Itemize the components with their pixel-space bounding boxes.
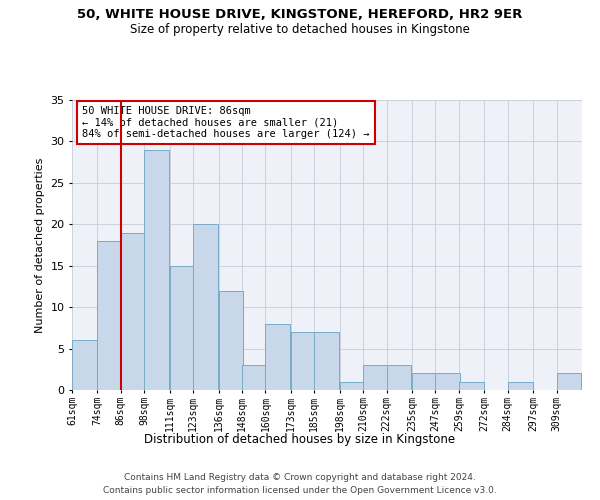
Bar [265, 324, 290, 390]
Y-axis label: Number of detached properties: Number of detached properties [35, 158, 44, 332]
Bar [97, 241, 122, 390]
Bar [386, 365, 412, 390]
Bar [170, 266, 194, 390]
Bar [72, 340, 97, 390]
Bar [218, 290, 244, 390]
Text: Distribution of detached houses by size in Kingstone: Distribution of detached houses by size … [145, 432, 455, 446]
Bar [314, 332, 339, 390]
Text: 50, WHITE HOUSE DRIVE, KINGSTONE, HEREFORD, HR2 9ER: 50, WHITE HOUSE DRIVE, KINGSTONE, HEREFO… [77, 8, 523, 20]
Bar [193, 224, 218, 390]
Text: Contains HM Land Registry data © Crown copyright and database right 2024.: Contains HM Land Registry data © Crown c… [124, 472, 476, 482]
Bar [459, 382, 484, 390]
Bar [557, 374, 581, 390]
Bar [340, 382, 365, 390]
Text: Size of property relative to detached houses in Kingstone: Size of property relative to detached ho… [130, 22, 470, 36]
Bar [412, 374, 437, 390]
Bar [242, 365, 267, 390]
Bar [121, 232, 146, 390]
Bar [291, 332, 316, 390]
Text: Contains public sector information licensed under the Open Government Licence v3: Contains public sector information licen… [103, 486, 497, 495]
Bar [363, 365, 388, 390]
Bar [144, 150, 169, 390]
Text: 50 WHITE HOUSE DRIVE: 86sqm
← 14% of detached houses are smaller (21)
84% of sem: 50 WHITE HOUSE DRIVE: 86sqm ← 14% of det… [82, 106, 370, 139]
Bar [508, 382, 533, 390]
Bar [436, 374, 460, 390]
